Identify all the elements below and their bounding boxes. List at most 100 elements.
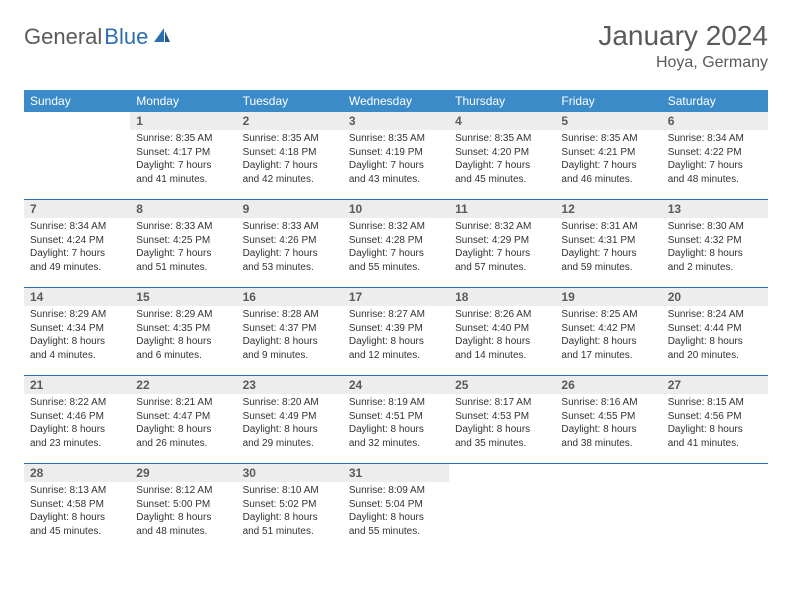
day-number: 15	[130, 288, 236, 306]
day-details: Sunrise: 8:25 AMSunset: 4:42 PMDaylight:…	[555, 306, 661, 362]
calendar-cell: 10Sunrise: 8:32 AMSunset: 4:28 PMDayligh…	[343, 200, 449, 288]
day-number: 14	[24, 288, 130, 306]
day-number: 8	[130, 200, 236, 218]
day-number: 1	[130, 112, 236, 130]
calendar-cell	[555, 464, 661, 552]
day-number: 5	[555, 112, 661, 130]
day-number: 28	[24, 464, 130, 482]
day-number: 17	[343, 288, 449, 306]
calendar-week-row: 14Sunrise: 8:29 AMSunset: 4:34 PMDayligh…	[24, 288, 768, 376]
calendar-cell: 21Sunrise: 8:22 AMSunset: 4:46 PMDayligh…	[24, 376, 130, 464]
day-details: Sunrise: 8:35 AMSunset: 4:17 PMDaylight:…	[130, 130, 236, 186]
day-number: 27	[662, 376, 768, 394]
day-number: 23	[237, 376, 343, 394]
calendar-cell: 4Sunrise: 8:35 AMSunset: 4:20 PMDaylight…	[449, 112, 555, 200]
calendar-cell: 1Sunrise: 8:35 AMSunset: 4:17 PMDaylight…	[130, 112, 236, 200]
weekday-header: Sunday	[24, 90, 130, 112]
day-details: Sunrise: 8:29 AMSunset: 4:34 PMDaylight:…	[24, 306, 130, 362]
calendar-cell: 17Sunrise: 8:27 AMSunset: 4:39 PMDayligh…	[343, 288, 449, 376]
day-details: Sunrise: 8:20 AMSunset: 4:49 PMDaylight:…	[237, 394, 343, 450]
day-details: Sunrise: 8:24 AMSunset: 4:44 PMDaylight:…	[662, 306, 768, 362]
calendar-cell: 2Sunrise: 8:35 AMSunset: 4:18 PMDaylight…	[237, 112, 343, 200]
day-number: 4	[449, 112, 555, 130]
day-details: Sunrise: 8:19 AMSunset: 4:51 PMDaylight:…	[343, 394, 449, 450]
weekday-header: Tuesday	[237, 90, 343, 112]
day-details: Sunrise: 8:35 AMSunset: 4:18 PMDaylight:…	[237, 130, 343, 186]
day-number: 2	[237, 112, 343, 130]
day-number: 10	[343, 200, 449, 218]
day-number: 9	[237, 200, 343, 218]
weekday-header: Friday	[555, 90, 661, 112]
calendar-cell	[449, 464, 555, 552]
day-number: 3	[343, 112, 449, 130]
day-number: 13	[662, 200, 768, 218]
calendar-cell: 24Sunrise: 8:19 AMSunset: 4:51 PMDayligh…	[343, 376, 449, 464]
day-number: 19	[555, 288, 661, 306]
logo: General Blue	[24, 24, 172, 50]
day-number: 29	[130, 464, 236, 482]
calendar-head: SundayMondayTuesdayWednesdayThursdayFrid…	[24, 90, 768, 112]
calendar-cell: 7Sunrise: 8:34 AMSunset: 4:24 PMDaylight…	[24, 200, 130, 288]
day-details: Sunrise: 8:16 AMSunset: 4:55 PMDaylight:…	[555, 394, 661, 450]
day-number: 12	[555, 200, 661, 218]
calendar-page: General Blue January 2024 Hoya, Germany …	[0, 0, 792, 572]
calendar-cell: 11Sunrise: 8:32 AMSunset: 4:29 PMDayligh…	[449, 200, 555, 288]
day-number: 11	[449, 200, 555, 218]
calendar-cell: 26Sunrise: 8:16 AMSunset: 4:55 PMDayligh…	[555, 376, 661, 464]
day-details: Sunrise: 8:32 AMSunset: 4:28 PMDaylight:…	[343, 218, 449, 274]
day-details: Sunrise: 8:28 AMSunset: 4:37 PMDaylight:…	[237, 306, 343, 362]
calendar-week-row: 1Sunrise: 8:35 AMSunset: 4:17 PMDaylight…	[24, 112, 768, 200]
day-number: 16	[237, 288, 343, 306]
day-details: Sunrise: 8:17 AMSunset: 4:53 PMDaylight:…	[449, 394, 555, 450]
calendar-cell: 18Sunrise: 8:26 AMSunset: 4:40 PMDayligh…	[449, 288, 555, 376]
day-details: Sunrise: 8:10 AMSunset: 5:02 PMDaylight:…	[237, 482, 343, 538]
day-details: Sunrise: 8:35 AMSunset: 4:21 PMDaylight:…	[555, 130, 661, 186]
day-details: Sunrise: 8:34 AMSunset: 4:24 PMDaylight:…	[24, 218, 130, 274]
calendar-table: SundayMondayTuesdayWednesdayThursdayFrid…	[24, 90, 768, 552]
day-details: Sunrise: 8:15 AMSunset: 4:56 PMDaylight:…	[662, 394, 768, 450]
day-number: 26	[555, 376, 661, 394]
calendar-week-row: 28Sunrise: 8:13 AMSunset: 4:58 PMDayligh…	[24, 464, 768, 552]
calendar-cell: 16Sunrise: 8:28 AMSunset: 4:37 PMDayligh…	[237, 288, 343, 376]
day-details: Sunrise: 8:35 AMSunset: 4:20 PMDaylight:…	[449, 130, 555, 186]
day-details: Sunrise: 8:32 AMSunset: 4:29 PMDaylight:…	[449, 218, 555, 274]
weekday-header: Monday	[130, 90, 236, 112]
day-details: Sunrise: 8:12 AMSunset: 5:00 PMDaylight:…	[130, 482, 236, 538]
weekday-header-row: SundayMondayTuesdayWednesdayThursdayFrid…	[24, 90, 768, 112]
day-details: Sunrise: 8:27 AMSunset: 4:39 PMDaylight:…	[343, 306, 449, 362]
day-number: 20	[662, 288, 768, 306]
calendar-cell: 13Sunrise: 8:30 AMSunset: 4:32 PMDayligh…	[662, 200, 768, 288]
title-block: January 2024 Hoya, Germany	[598, 20, 768, 72]
day-details: Sunrise: 8:09 AMSunset: 5:04 PMDaylight:…	[343, 482, 449, 538]
day-details: Sunrise: 8:13 AMSunset: 4:58 PMDaylight:…	[24, 482, 130, 538]
calendar-cell: 6Sunrise: 8:34 AMSunset: 4:22 PMDaylight…	[662, 112, 768, 200]
day-number: 25	[449, 376, 555, 394]
calendar-cell: 22Sunrise: 8:21 AMSunset: 4:47 PMDayligh…	[130, 376, 236, 464]
header: General Blue January 2024 Hoya, Germany	[24, 20, 768, 72]
logo-word2: Blue	[104, 24, 148, 50]
calendar-cell	[662, 464, 768, 552]
day-number: 22	[130, 376, 236, 394]
day-number: 31	[343, 464, 449, 482]
calendar-cell: 23Sunrise: 8:20 AMSunset: 4:49 PMDayligh…	[237, 376, 343, 464]
location: Hoya, Germany	[598, 54, 768, 72]
logo-word1: General	[24, 24, 102, 50]
weekday-header: Thursday	[449, 90, 555, 112]
weekday-header: Wednesday	[343, 90, 449, 112]
calendar-cell: 9Sunrise: 8:33 AMSunset: 4:26 PMDaylight…	[237, 200, 343, 288]
calendar-body: 1Sunrise: 8:35 AMSunset: 4:17 PMDaylight…	[24, 112, 768, 552]
day-details: Sunrise: 8:35 AMSunset: 4:19 PMDaylight:…	[343, 130, 449, 186]
calendar-cell: 20Sunrise: 8:24 AMSunset: 4:44 PMDayligh…	[662, 288, 768, 376]
calendar-cell: 14Sunrise: 8:29 AMSunset: 4:34 PMDayligh…	[24, 288, 130, 376]
day-number: 24	[343, 376, 449, 394]
month-title: January 2024	[598, 20, 768, 52]
calendar-week-row: 21Sunrise: 8:22 AMSunset: 4:46 PMDayligh…	[24, 376, 768, 464]
day-number: 18	[449, 288, 555, 306]
calendar-cell: 30Sunrise: 8:10 AMSunset: 5:02 PMDayligh…	[237, 464, 343, 552]
calendar-cell: 25Sunrise: 8:17 AMSunset: 4:53 PMDayligh…	[449, 376, 555, 464]
calendar-cell: 28Sunrise: 8:13 AMSunset: 4:58 PMDayligh…	[24, 464, 130, 552]
calendar-cell: 29Sunrise: 8:12 AMSunset: 5:00 PMDayligh…	[130, 464, 236, 552]
calendar-cell: 8Sunrise: 8:33 AMSunset: 4:25 PMDaylight…	[130, 200, 236, 288]
day-details: Sunrise: 8:26 AMSunset: 4:40 PMDaylight:…	[449, 306, 555, 362]
calendar-cell: 15Sunrise: 8:29 AMSunset: 4:35 PMDayligh…	[130, 288, 236, 376]
